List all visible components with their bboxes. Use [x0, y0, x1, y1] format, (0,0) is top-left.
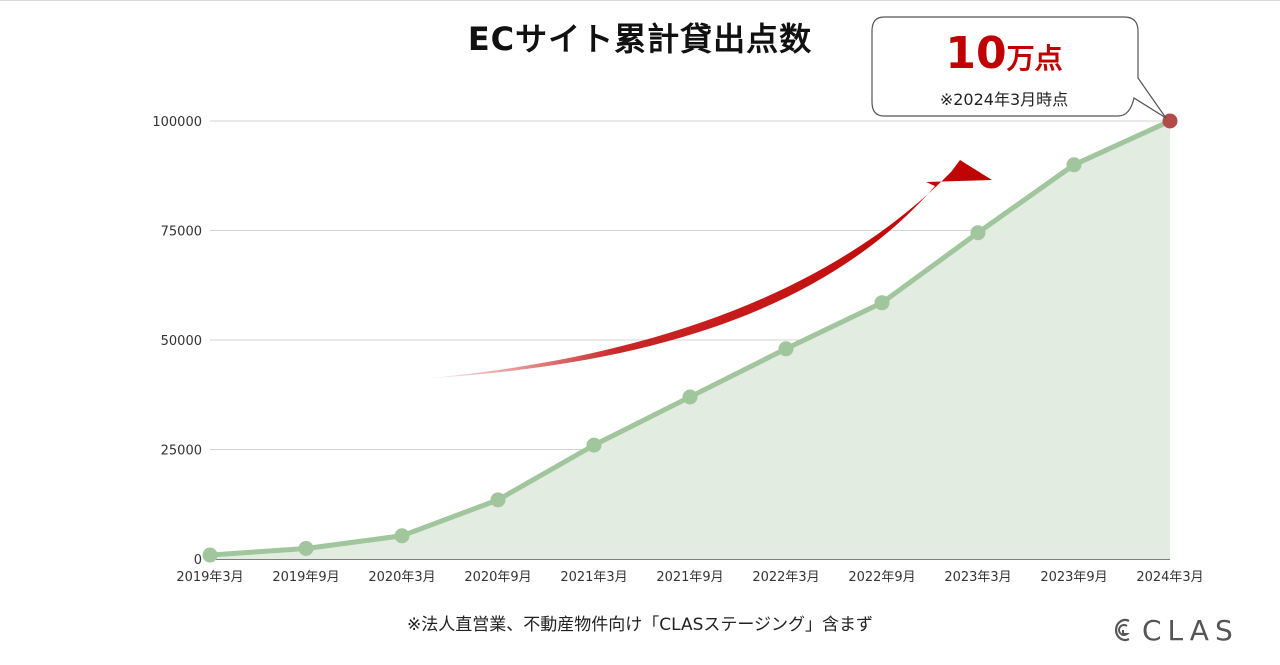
x-tick-label: 2019年9月 [272, 570, 339, 585]
x-axis-ticks: 2019年3月 2019年9月 2020年3月 2020年9月 2021年3月 2021年… [176, 570, 1203, 585]
x-tick-label: 2023年9月 [1040, 570, 1107, 585]
data-point [394, 528, 410, 544]
y-tick-label: 75000 [161, 225, 202, 240]
data-point-highlight [1162, 113, 1178, 129]
x-tick-label: 2020年9月 [464, 570, 531, 585]
data-point [778, 341, 794, 357]
growth-arrow-body [418, 160, 992, 379]
data-point [298, 540, 314, 556]
growth-arrow [418, 160, 992, 379]
data-point [490, 492, 506, 508]
chart-title: ECサイト累計貸出点数 [467, 20, 813, 58]
x-tick-label: 2021年9月 [656, 570, 723, 585]
callout-note: ※2024年3月時点 [939, 90, 1069, 109]
x-tick-label: 2019年3月 [176, 570, 243, 585]
area-fill-layer [210, 121, 1170, 559]
y-tick-label: 50000 [161, 334, 202, 349]
series-area [210, 121, 1170, 559]
callout-value: 10万点 [872, 28, 1136, 85]
footnote: ※法人直営業、不動産物件向け「CLASステージング」含まず [406, 615, 874, 635]
x-tick-label: 2022年9月 [848, 570, 915, 585]
chart-canvas: 0 25000 50000 75000 100000 2019年3月 2019年9月 202… [152, 16, 1204, 585]
y-tick-label: 25000 [161, 444, 202, 459]
data-points [202, 113, 1178, 563]
x-tick-label: 2020年3月 [368, 570, 435, 585]
x-tick-label: 2023年3月 [944, 570, 1011, 585]
logo-text: CLAS [1142, 613, 1239, 647]
x-tick-label: 2024年3月 [1136, 570, 1203, 585]
data-point [586, 437, 602, 453]
callout-bubble [871, 16, 1167, 119]
data-point [970, 225, 986, 241]
callout-box [871, 16, 1167, 119]
y-tick-label: 100000 [152, 115, 202, 130]
callout-unit: 万点 [1006, 42, 1063, 75]
top-divider [0, 0, 1280, 1]
data-point [1066, 157, 1082, 173]
data-point [682, 389, 698, 405]
data-point [874, 295, 890, 311]
callout-number: 10 [945, 28, 1007, 79]
brand-logo: CLAS [1112, 612, 1239, 648]
data-point [202, 547, 218, 563]
clas-logo-icon [1114, 618, 1131, 642]
y-tick-label: 0 [194, 553, 202, 568]
y-axis-ticks: 0 25000 50000 75000 100000 [152, 115, 202, 568]
x-tick-label: 2021年3月 [560, 570, 627, 585]
x-tick-label: 2022年3月 [752, 570, 819, 585]
